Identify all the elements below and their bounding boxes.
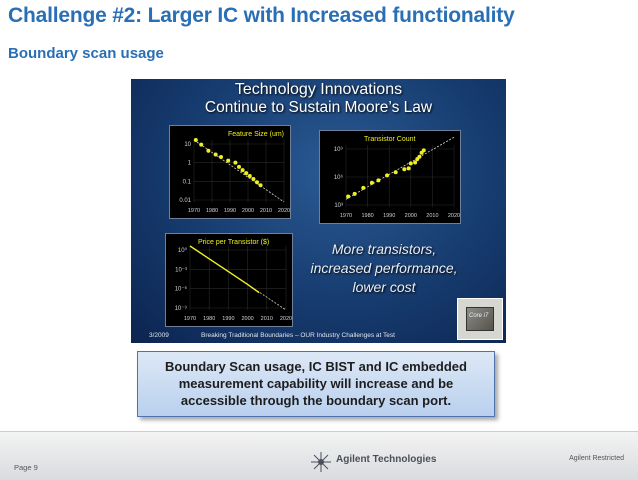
page-number: Page 9 [14, 463, 38, 472]
chart-title: Feature Size (um) [228, 131, 284, 138]
y-tick-label: 10 [184, 142, 191, 148]
data-point [255, 180, 259, 185]
slide-text-line-3: lower cost [352, 279, 416, 295]
callout-line-3: accessible through the boundary scan por… [180, 393, 452, 408]
x-tick-label: 2000 [242, 208, 254, 214]
data-point [251, 176, 256, 181]
x-tick-label: 1990 [222, 316, 234, 322]
y-tick-label: 0.1 [183, 179, 192, 185]
y-tick-label: 10⁶ [334, 174, 344, 181]
y-tick-label: 1 [188, 161, 192, 167]
data-point [213, 152, 218, 157]
slide-title-line-2: Continue to Sustain Moore’s Law [204, 99, 433, 116]
feature-size-chart: 1970 1980 1990 2000 2010 2020 10 1 0.1 0.01 Featur… [169, 125, 291, 219]
data-point [385, 173, 390, 178]
y-tick-label: 10⁻³ [175, 267, 187, 273]
chip-label: Core i7 [469, 313, 489, 319]
data-point [233, 160, 238, 165]
x-tick-label: 1980 [361, 213, 373, 219]
data-point [226, 158, 231, 163]
chip-die: Core i7 [466, 307, 494, 331]
restricted-label: Agilent Restricted [569, 455, 624, 462]
feature-size-plot: 1970 1980 1990 2000 2010 2020 10 1 0.1 0.01 Featur… [179, 131, 290, 214]
y-tick-label: 10⁻⁶ [175, 286, 188, 293]
page-subtitle: Boundary scan usage [8, 45, 164, 62]
x-tick-label: 1970 [188, 208, 200, 214]
y-tick-label: 10⁰ [178, 247, 188, 254]
brand-name: Agilent Technologies [336, 454, 437, 465]
transistor-count-chart: 1970 1980 1990 2000 2010 2020 10⁹ 10⁶ 10³ Transis… [319, 130, 461, 224]
price-per-transistor-chart: 1970 1980 1990 2000 2010 2020 10⁰ 10⁻³ 10⁻⁶ 10⁻⁹ P… [165, 233, 293, 327]
y-tick-label: 10³ [334, 203, 343, 209]
data-point [376, 178, 381, 183]
slide-text-line-1: More transistors, [331, 241, 437, 257]
x-tick-label: 2010 [426, 213, 438, 219]
slide-footer-text: Breaking Traditional Boundaries – OUR In… [201, 332, 395, 339]
data-point [352, 191, 357, 196]
x-tick-label: 2000 [405, 213, 417, 219]
transistor-count-plot: 1970 1980 1990 2000 2010 2020 10⁹ 10⁶ 10³ Transis… [334, 136, 460, 219]
data-point [417, 154, 422, 159]
data-point [247, 174, 252, 179]
callout-line-1: Boundary Scan usage, IC BIST and IC embe… [165, 359, 467, 374]
data-point [406, 166, 411, 171]
trend-line [345, 136, 455, 200]
data-point [219, 155, 223, 160]
price-per-transistor-plot: 1970 1980 1990 2000 2010 2020 10⁰ 10⁻³ 10⁻⁶ 10⁻⁹ P… [175, 239, 292, 322]
x-tick-label: 2020 [280, 316, 292, 322]
x-tick-label: 2010 [260, 208, 272, 214]
x-tick-label: 1980 [206, 208, 218, 214]
y-tick-label: 10⁹ [334, 146, 344, 153]
data-point [369, 180, 374, 185]
x-tick-label: 1990 [383, 213, 395, 219]
x-tick-label: 1970 [184, 316, 196, 322]
page-title: Challenge #2: Larger IC with Increased f… [8, 4, 515, 27]
data-point [244, 171, 249, 176]
x-tick-label: 2010 [261, 316, 273, 322]
data-point [413, 160, 418, 165]
x-tick-label: 2020 [448, 213, 460, 219]
x-tick-label: 1980 [203, 316, 215, 322]
series-line [189, 245, 260, 294]
data-point [421, 148, 426, 153]
x-tick-label: 2020 [278, 208, 290, 214]
data-point [258, 183, 263, 188]
processor-chip-image: Core i7 [457, 298, 503, 340]
slide-text-line-2: increased performance, [310, 260, 458, 276]
data-point [402, 167, 407, 172]
data-point [237, 164, 241, 169]
y-tick-label: 0.01 [179, 198, 191, 204]
data-point [361, 185, 366, 190]
callout-line-2: measurement capability will increase and… [178, 376, 454, 391]
data-point [346, 194, 351, 199]
data-point [206, 148, 211, 153]
x-tick-label: 1990 [224, 208, 236, 214]
data-point [408, 161, 413, 166]
x-tick-label: 1970 [340, 213, 352, 219]
embedded-slide: Technology Innovations Continue to Susta… [131, 79, 506, 343]
x-tick-label: 2000 [241, 316, 253, 322]
callout-box: Boundary Scan usage, IC BIST and IC embe… [137, 351, 495, 417]
footer-bar: Agilent Technologies Agilent Restricted … [0, 431, 638, 480]
slide-footer-date: 3/2009 [149, 332, 169, 339]
data-point [393, 170, 398, 175]
chart-title: Price per Transistor ($) [198, 239, 269, 246]
agilent-spark-logo-icon [311, 452, 331, 472]
data-point [240, 168, 245, 173]
data-point [193, 138, 198, 142]
y-tick-label: 10⁻⁹ [175, 305, 188, 312]
data-point [199, 142, 204, 147]
chart-title: Transistor Count [364, 136, 416, 143]
slide-title-line-1: Technology Innovations [234, 81, 403, 98]
